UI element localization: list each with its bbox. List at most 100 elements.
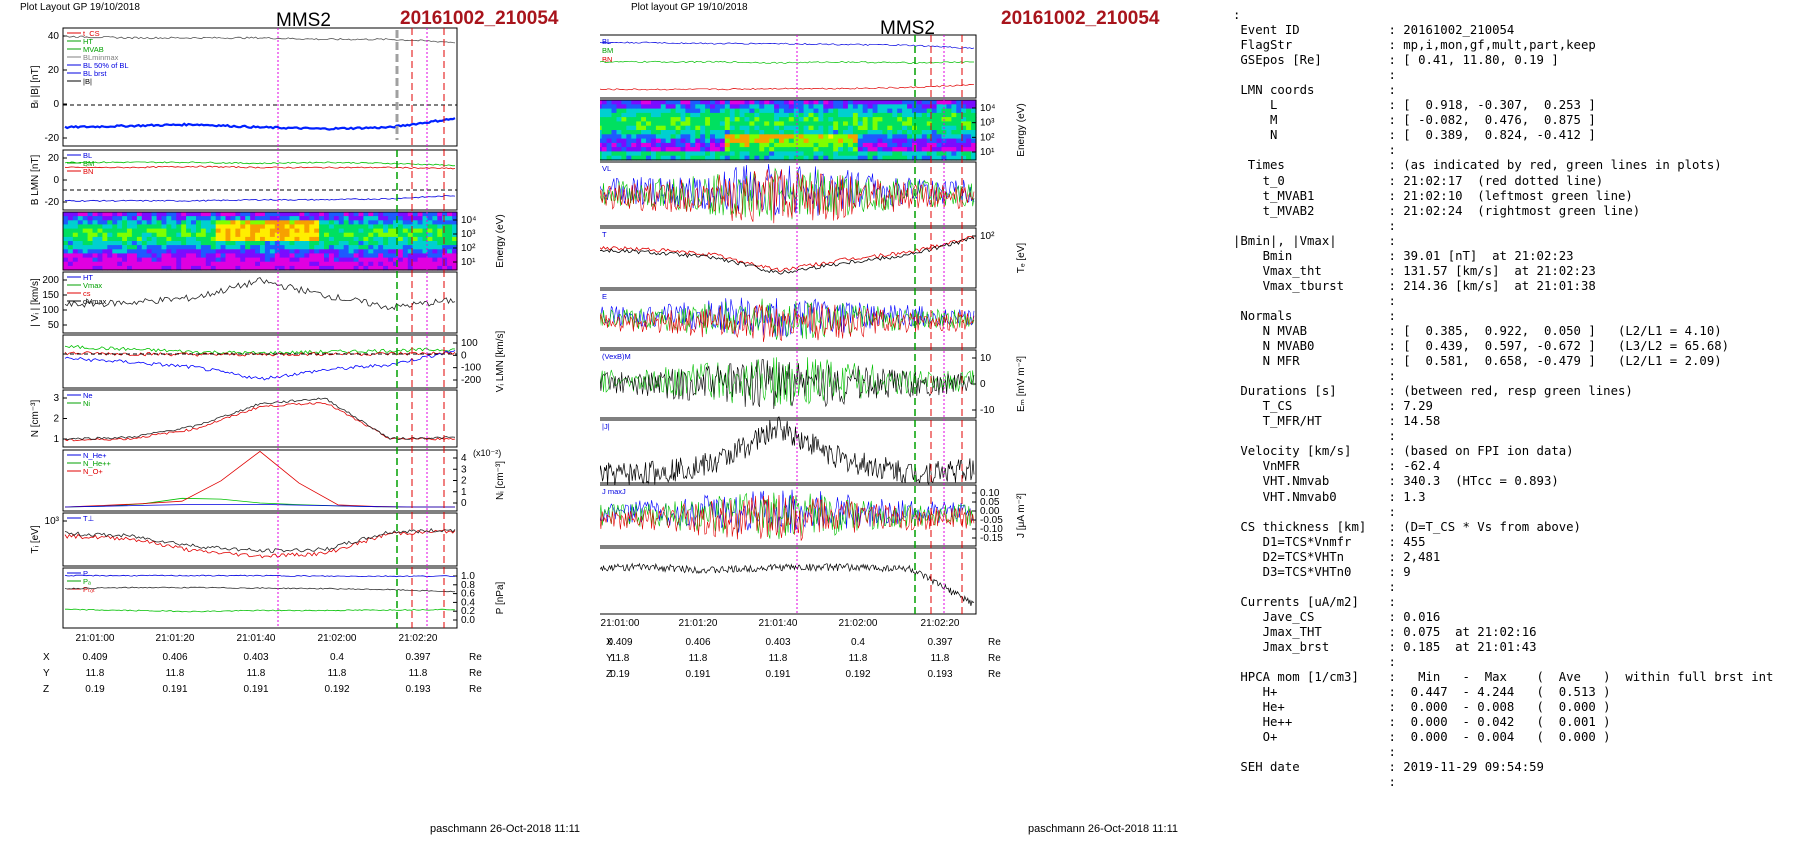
spectrogram-cell	[951, 108, 957, 114]
spectrogram-cell	[343, 253, 350, 259]
spectrogram-cell	[289, 257, 295, 263]
spectrogram-cell	[373, 224, 379, 230]
panel-frame	[600, 161, 977, 227]
spectrogram-cell	[857, 117, 864, 122]
spectrogram-cell	[926, 117, 933, 122]
spectrogram-cell	[611, 117, 617, 122]
spectrogram-cell	[892, 104, 898, 110]
panel-frame	[62, 389, 458, 448]
spectrogram-cell	[363, 257, 369, 263]
spectrogram-cell	[838, 100, 844, 105]
spectrogram-cell	[324, 265, 330, 271]
spectrogram-cell	[843, 138, 849, 144]
spectrogram-cell	[294, 236, 300, 242]
spectrogram-cell	[87, 265, 94, 271]
spectrogram-cell	[240, 249, 246, 254]
spectrogram-cell	[892, 142, 898, 148]
spectrogram-cell	[432, 241, 438, 246]
spectrogram-cell	[412, 245, 419, 250]
spectrogram-cell	[417, 253, 424, 259]
spectrogram-cell	[857, 125, 864, 131]
spectrogram-cell	[368, 220, 374, 225]
spectrogram-cell	[437, 261, 443, 267]
spectrogram-cell	[422, 220, 428, 225]
spectrogram-cell	[877, 130, 883, 135]
spectrogram-cell	[606, 147, 613, 152]
spectrogram-cell	[200, 253, 207, 259]
spectrogram-cell	[328, 228, 335, 234]
spectrogram-cell	[422, 224, 428, 230]
spectrogram-cell	[63, 228, 69, 234]
spectrogram-cell	[156, 265, 163, 271]
spectrogram-cell	[759, 151, 765, 157]
tick-label: 0	[461, 498, 467, 509]
spectrogram-cell	[141, 236, 148, 242]
spectrogram-cell	[131, 265, 138, 271]
spectrogram-cell	[274, 224, 281, 230]
spectrogram-cell	[181, 249, 187, 254]
spectrogram-cell	[452, 241, 458, 246]
middle-noisy-series-5	[600, 357, 975, 410]
spectrogram-cell	[675, 151, 682, 157]
spectrogram-cell	[759, 155, 765, 161]
spectrogram-cell	[447, 241, 453, 246]
spectrogram-cell	[665, 125, 672, 131]
spectrogram-cell	[808, 138, 814, 144]
spectrogram-cell	[373, 261, 379, 267]
spectrogram-cell	[447, 253, 453, 259]
legend-label: BM	[83, 159, 94, 168]
spectrogram-cell	[912, 108, 918, 114]
panel-frame	[62, 567, 458, 629]
spectrogram-cell	[200, 241, 207, 246]
middle-footer: paschmann 26-Oct-2018 11:11	[1028, 823, 1179, 835]
spectrogram-cell	[186, 253, 192, 259]
spectrogram-cell	[373, 265, 379, 271]
spectrogram-cell	[210, 212, 217, 217]
spectrogram-cell	[205, 249, 212, 254]
spectrogram-cell	[734, 104, 741, 110]
eph-row-label: Y	[606, 653, 613, 664]
spectrogram-cell	[857, 112, 864, 118]
spectrogram-cell	[407, 257, 414, 263]
spectrogram-cell	[191, 228, 197, 234]
spectrogram-cell	[348, 265, 355, 271]
spectrogram-cell	[77, 249, 84, 254]
spectrogram-cell	[397, 232, 404, 238]
spectrogram-cell	[769, 121, 775, 127]
eph-value: 11.8	[689, 653, 708, 664]
tick-label: 3	[53, 393, 59, 404]
spectrogram-cell	[823, 138, 829, 144]
spectrogram-cell	[931, 130, 938, 135]
spectrogram-cell	[857, 155, 864, 161]
spectrogram-cell	[358, 245, 364, 250]
spectrogram-cell	[788, 155, 795, 161]
spectrogram-cell	[961, 125, 967, 131]
spectrogram-cell	[788, 117, 795, 122]
spectrogram-cell	[946, 108, 952, 114]
spectrogram-cell	[641, 155, 647, 161]
spectrogram-cell	[117, 212, 123, 217]
spectrogram-cell	[255, 228, 261, 234]
spectrogram-cell	[437, 253, 443, 259]
spectrogram-cell	[250, 220, 256, 225]
spectrogram-cell	[397, 228, 404, 234]
spectrogram-cell	[833, 142, 839, 148]
spectrogram-cell	[843, 108, 849, 114]
spectrogram-cell	[383, 228, 389, 234]
panel-ylabel: Bₗ |B| [nT]	[30, 65, 41, 108]
spectrogram-cell	[92, 228, 98, 234]
spectrogram-cell	[956, 142, 962, 148]
spectrogram-cell	[304, 216, 310, 221]
spectrogram-cell	[961, 134, 967, 140]
spectrogram-cell	[818, 125, 824, 131]
spectrogram-cell	[77, 216, 84, 221]
spectrogram-cell	[818, 130, 824, 135]
spectrogram-cell	[655, 134, 662, 140]
spectrogram-cell	[892, 147, 898, 152]
spectrogram-cell	[274, 212, 281, 217]
spectrogram-cell	[417, 265, 424, 271]
spectrogram-cell	[191, 265, 197, 271]
spectrogram-cell	[887, 147, 893, 152]
spectrogram-cell	[675, 100, 682, 105]
spectrogram-cell	[250, 249, 256, 254]
